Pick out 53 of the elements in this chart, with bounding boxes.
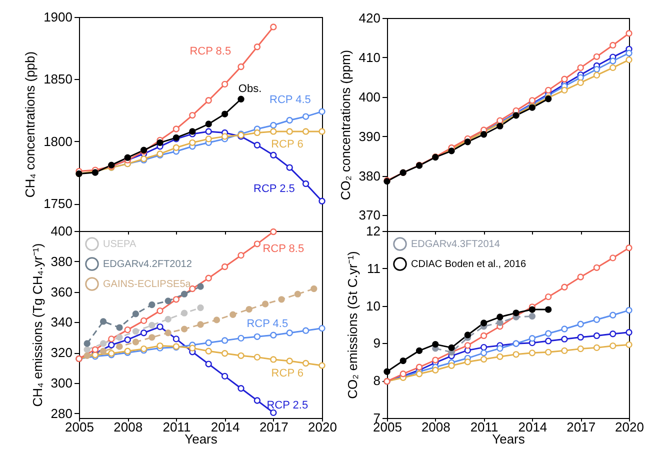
series-label: RCP 8.5	[190, 45, 232, 58]
y-tick-label: 300	[50, 376, 72, 391]
legend-label: USEPA	[103, 239, 136, 250]
series-label: RCP 6	[271, 138, 304, 151]
y-tick-label: 400	[358, 89, 380, 104]
y-tick-label: 420	[358, 10, 380, 26]
series-label: RCP 6	[271, 367, 304, 380]
y-tick-label: 10	[366, 298, 380, 314]
y-tick-label: 340	[50, 314, 72, 330]
x-tick-label: 2017	[259, 420, 288, 434]
y-tick-label: 1900	[44, 10, 72, 24]
x-axis-title: Years	[492, 432, 526, 446]
y-tick-label: 320	[50, 345, 72, 360]
x-tick-label: 2017	[566, 420, 596, 434]
y-tick-label: 380	[358, 168, 380, 184]
y-tick-label: 1800	[44, 134, 72, 149]
y-tick-label: 380	[50, 254, 72, 269]
y-tick-label: 400	[50, 224, 72, 238]
x-tick-label: 2014	[210, 420, 240, 434]
y-axis-title: CH₄ emissions (Tg CH₄.yr⁻¹)	[30, 243, 45, 407]
x-tick-label: 2008	[114, 420, 143, 434]
legend-label: EDGARv4.2FT2012	[103, 259, 192, 270]
x-tick-label: 2014	[518, 420, 548, 434]
y-axis-title: CO₂ emissions (Gt C.yr⁻¹)	[345, 251, 360, 399]
y-tick-label: 410	[358, 50, 380, 65]
y-tick-label: 9	[373, 336, 380, 351]
x-tick-label: 2011	[470, 420, 498, 434]
series-label: Obs.	[238, 83, 262, 96]
legend-label: CDIAC Boden et al., 2016	[411, 259, 527, 270]
x-tick-label: 2011	[162, 420, 191, 434]
y-tick-label: 12	[366, 224, 380, 238]
y-axis-title: CO₂ concentrations (ppm)	[338, 50, 353, 200]
series-label: RCP 2.5	[254, 183, 295, 196]
x-tick-label: 2020	[308, 420, 337, 434]
y-tick-label: 1750	[44, 196, 72, 212]
y-tick-label: 1850	[44, 72, 72, 87]
x-tick-label: 2020	[615, 420, 644, 434]
x-axis-title: Years	[184, 432, 218, 446]
y-tick-label: 390	[358, 128, 380, 144]
x-tick-label: 2008	[421, 420, 450, 434]
y-tick-label: 370	[358, 208, 380, 223]
legend-label: EDGARv4.3FT2014	[411, 239, 500, 250]
series-label: RCP 2.5	[266, 400, 308, 412]
y-tick-label: 280	[50, 406, 72, 421]
y-tick-label: 8	[373, 373, 380, 388]
y-axis-title: CH₄ concentrations (ppb)	[22, 51, 38, 198]
series-label: RCP 4.5	[270, 94, 311, 106]
y-tick-label: 11	[367, 260, 380, 276]
series-label: RCP 4.5	[246, 318, 288, 330]
y-tick-label: 360	[50, 284, 72, 300]
x-tick-label: 2005	[65, 420, 94, 434]
series-label: RCP 8.5	[262, 242, 304, 255]
legend-label: GAINS-ECLIPSE5a	[103, 279, 192, 290]
